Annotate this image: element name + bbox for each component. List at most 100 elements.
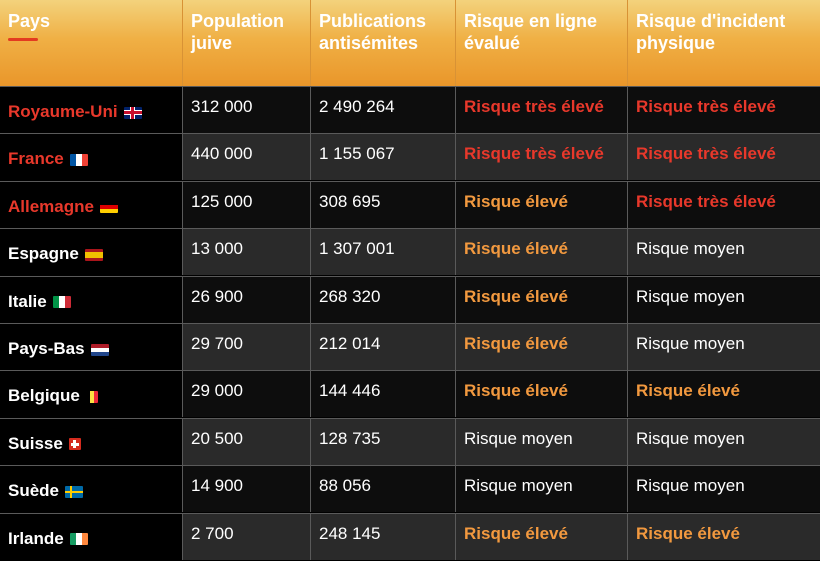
- cell-physical-risk: Risque moyen: [628, 324, 820, 370]
- flag-ireland-icon: [69, 533, 88, 546]
- cell-country: France: [0, 134, 183, 181]
- cell-physical-risk: Risque très élevé: [628, 87, 820, 133]
- header-red-mark: [8, 38, 38, 41]
- country-label: Suède: [8, 481, 60, 501]
- table-row: Irlande 2 700 248 145 Risque élevé Risque él…: [0, 512, 820, 560]
- flag-uk-icon: [123, 106, 142, 119]
- country-name: Espagne: [8, 244, 103, 264]
- cell-country: Irlande: [0, 513, 183, 560]
- cell-physical-risk: Risque moyen: [628, 418, 820, 465]
- header-publications: Publications antisémites: [311, 0, 456, 86]
- cell-publications: 128 735: [311, 418, 456, 465]
- country-label: Suisse: [8, 433, 63, 453]
- header-country: Pays: [0, 0, 183, 86]
- cell-population: 29 700: [183, 324, 311, 370]
- cell-publications: 212 014: [311, 324, 456, 370]
- cell-online-risk: Risque élevé: [456, 371, 628, 418]
- flag-belgium-icon: [85, 390, 98, 403]
- cell-online-risk: Risque très élevé: [456, 134, 628, 181]
- flag-switzerland-icon: [68, 438, 81, 451]
- country-label: Italie: [8, 291, 47, 311]
- header-country-label: Pays: [8, 11, 51, 31]
- cell-population: 125 000: [183, 181, 311, 228]
- flag-sweden-icon: [65, 485, 84, 498]
- cell-country: Allemagne: [0, 181, 183, 228]
- cell-publications: 1 307 001: [311, 229, 456, 276]
- country-label: Espagne: [8, 244, 79, 264]
- country-label: Royaume-Uni: [8, 102, 118, 121]
- cell-publications: 1 155 067: [311, 134, 456, 181]
- country-label: Pays-Bas: [8, 339, 85, 358]
- cell-country: Suisse: [0, 418, 183, 465]
- flag-italy-icon: [52, 296, 71, 309]
- cell-physical-risk: Risque élevé: [628, 513, 820, 560]
- country-label: Irlande: [8, 528, 64, 548]
- table-row: Suisse 20 500 128 735 Risque moyen Risque mo…: [0, 417, 820, 465]
- country-name: Suède: [8, 481, 84, 501]
- cell-online-risk: Risque très élevé: [456, 87, 628, 133]
- cell-population: 440 000: [183, 134, 311, 181]
- cell-population: 2 700: [183, 513, 311, 560]
- cell-publications: 248 145: [311, 513, 456, 560]
- country-label: Allemagne: [8, 196, 94, 216]
- header-online-risk-line1: Risque en ligne: [464, 11, 598, 31]
- header-population: Population juive: [183, 0, 311, 86]
- table-header: Pays Population juive Publications antis…: [0, 0, 820, 86]
- cell-publications: 268 320: [311, 276, 456, 323]
- header-physical-risk-line2: physique: [636, 33, 716, 53]
- header-publications-line2: antisémites: [319, 33, 419, 53]
- cell-population: 312 000: [183, 87, 311, 133]
- table-row: France 440 000 1 155 067 Risque très élevé R…: [0, 133, 820, 181]
- flag-germany-icon: [99, 201, 118, 214]
- cell-population: 26 900: [183, 276, 311, 323]
- header-physical-risk-line1: Risque d'incident: [636, 11, 786, 31]
- country-name: Suisse: [8, 434, 81, 454]
- cell-physical-risk: Risque très élevé: [628, 134, 820, 181]
- country-label: France: [8, 149, 64, 169]
- cell-publications: 308 695: [311, 181, 456, 228]
- cell-population: 13 000: [183, 229, 311, 276]
- cell-country: Pays-Bas: [0, 324, 183, 370]
- cell-publications: 144 446: [311, 371, 456, 418]
- cell-country: Suède: [0, 466, 183, 513]
- cell-country: Italie: [0, 276, 183, 323]
- cell-country: Royaume-Uni: [0, 87, 183, 133]
- header-publications-line1: Publications: [319, 11, 427, 31]
- table-row: Italie 26 900 268 320 Risque élevé Risque mo…: [0, 275, 820, 323]
- flag-france-icon: [69, 153, 88, 166]
- table-row: Royaume-Uni 312 000 2 490 264 Risque très é…: [0, 86, 820, 133]
- header-population-line1: Population: [191, 11, 284, 31]
- country-label: Belgique: [8, 386, 80, 406]
- cell-online-risk: Risque élevé: [456, 181, 628, 228]
- cell-population: 14 900: [183, 466, 311, 513]
- cell-online-risk: Risque élevé: [456, 324, 628, 370]
- flag-spain-icon: [84, 248, 103, 261]
- cell-online-risk: Risque élevé: [456, 229, 628, 276]
- cell-country: Espagne: [0, 229, 183, 276]
- flag-netherlands-icon: [90, 343, 109, 356]
- country-name: Pays-Bas: [8, 339, 109, 359]
- cell-publications: 2 490 264: [311, 87, 456, 133]
- table-row: Belgique 29 000 144 446 Risque élevé Risque …: [0, 370, 820, 418]
- cell-physical-risk: Risque moyen: [628, 466, 820, 513]
- header-population-line2: juive: [191, 33, 233, 53]
- header-online-risk: Risque en ligne évalué: [456, 0, 628, 86]
- table-row: Allemagne 125 000 308 695 Risque élevé Risqu…: [0, 180, 820, 228]
- header-physical-risk: Risque d'incident physique: [628, 0, 820, 86]
- country-name: Belgique: [8, 386, 98, 406]
- cell-online-risk: Risque élevé: [456, 513, 628, 560]
- country-name: Irlande: [8, 529, 88, 549]
- cell-online-risk: Risque élevé: [456, 276, 628, 323]
- country-name: Allemagne: [8, 197, 118, 217]
- table-row: Espagne 13 000 1 307 001 Risque élevé Risque…: [0, 228, 820, 276]
- country-name: Italie: [8, 292, 71, 312]
- cell-physical-risk: Risque moyen: [628, 276, 820, 323]
- header-online-risk-line2: évalué: [464, 33, 521, 53]
- cell-publications: 88 056: [311, 466, 456, 513]
- cell-population: 20 500: [183, 418, 311, 465]
- cell-physical-risk: Risque très élevé: [628, 181, 820, 228]
- cell-physical-risk: Risque moyen: [628, 229, 820, 276]
- country-name: Royaume-Uni: [8, 102, 142, 122]
- cell-population: 29 000: [183, 371, 311, 418]
